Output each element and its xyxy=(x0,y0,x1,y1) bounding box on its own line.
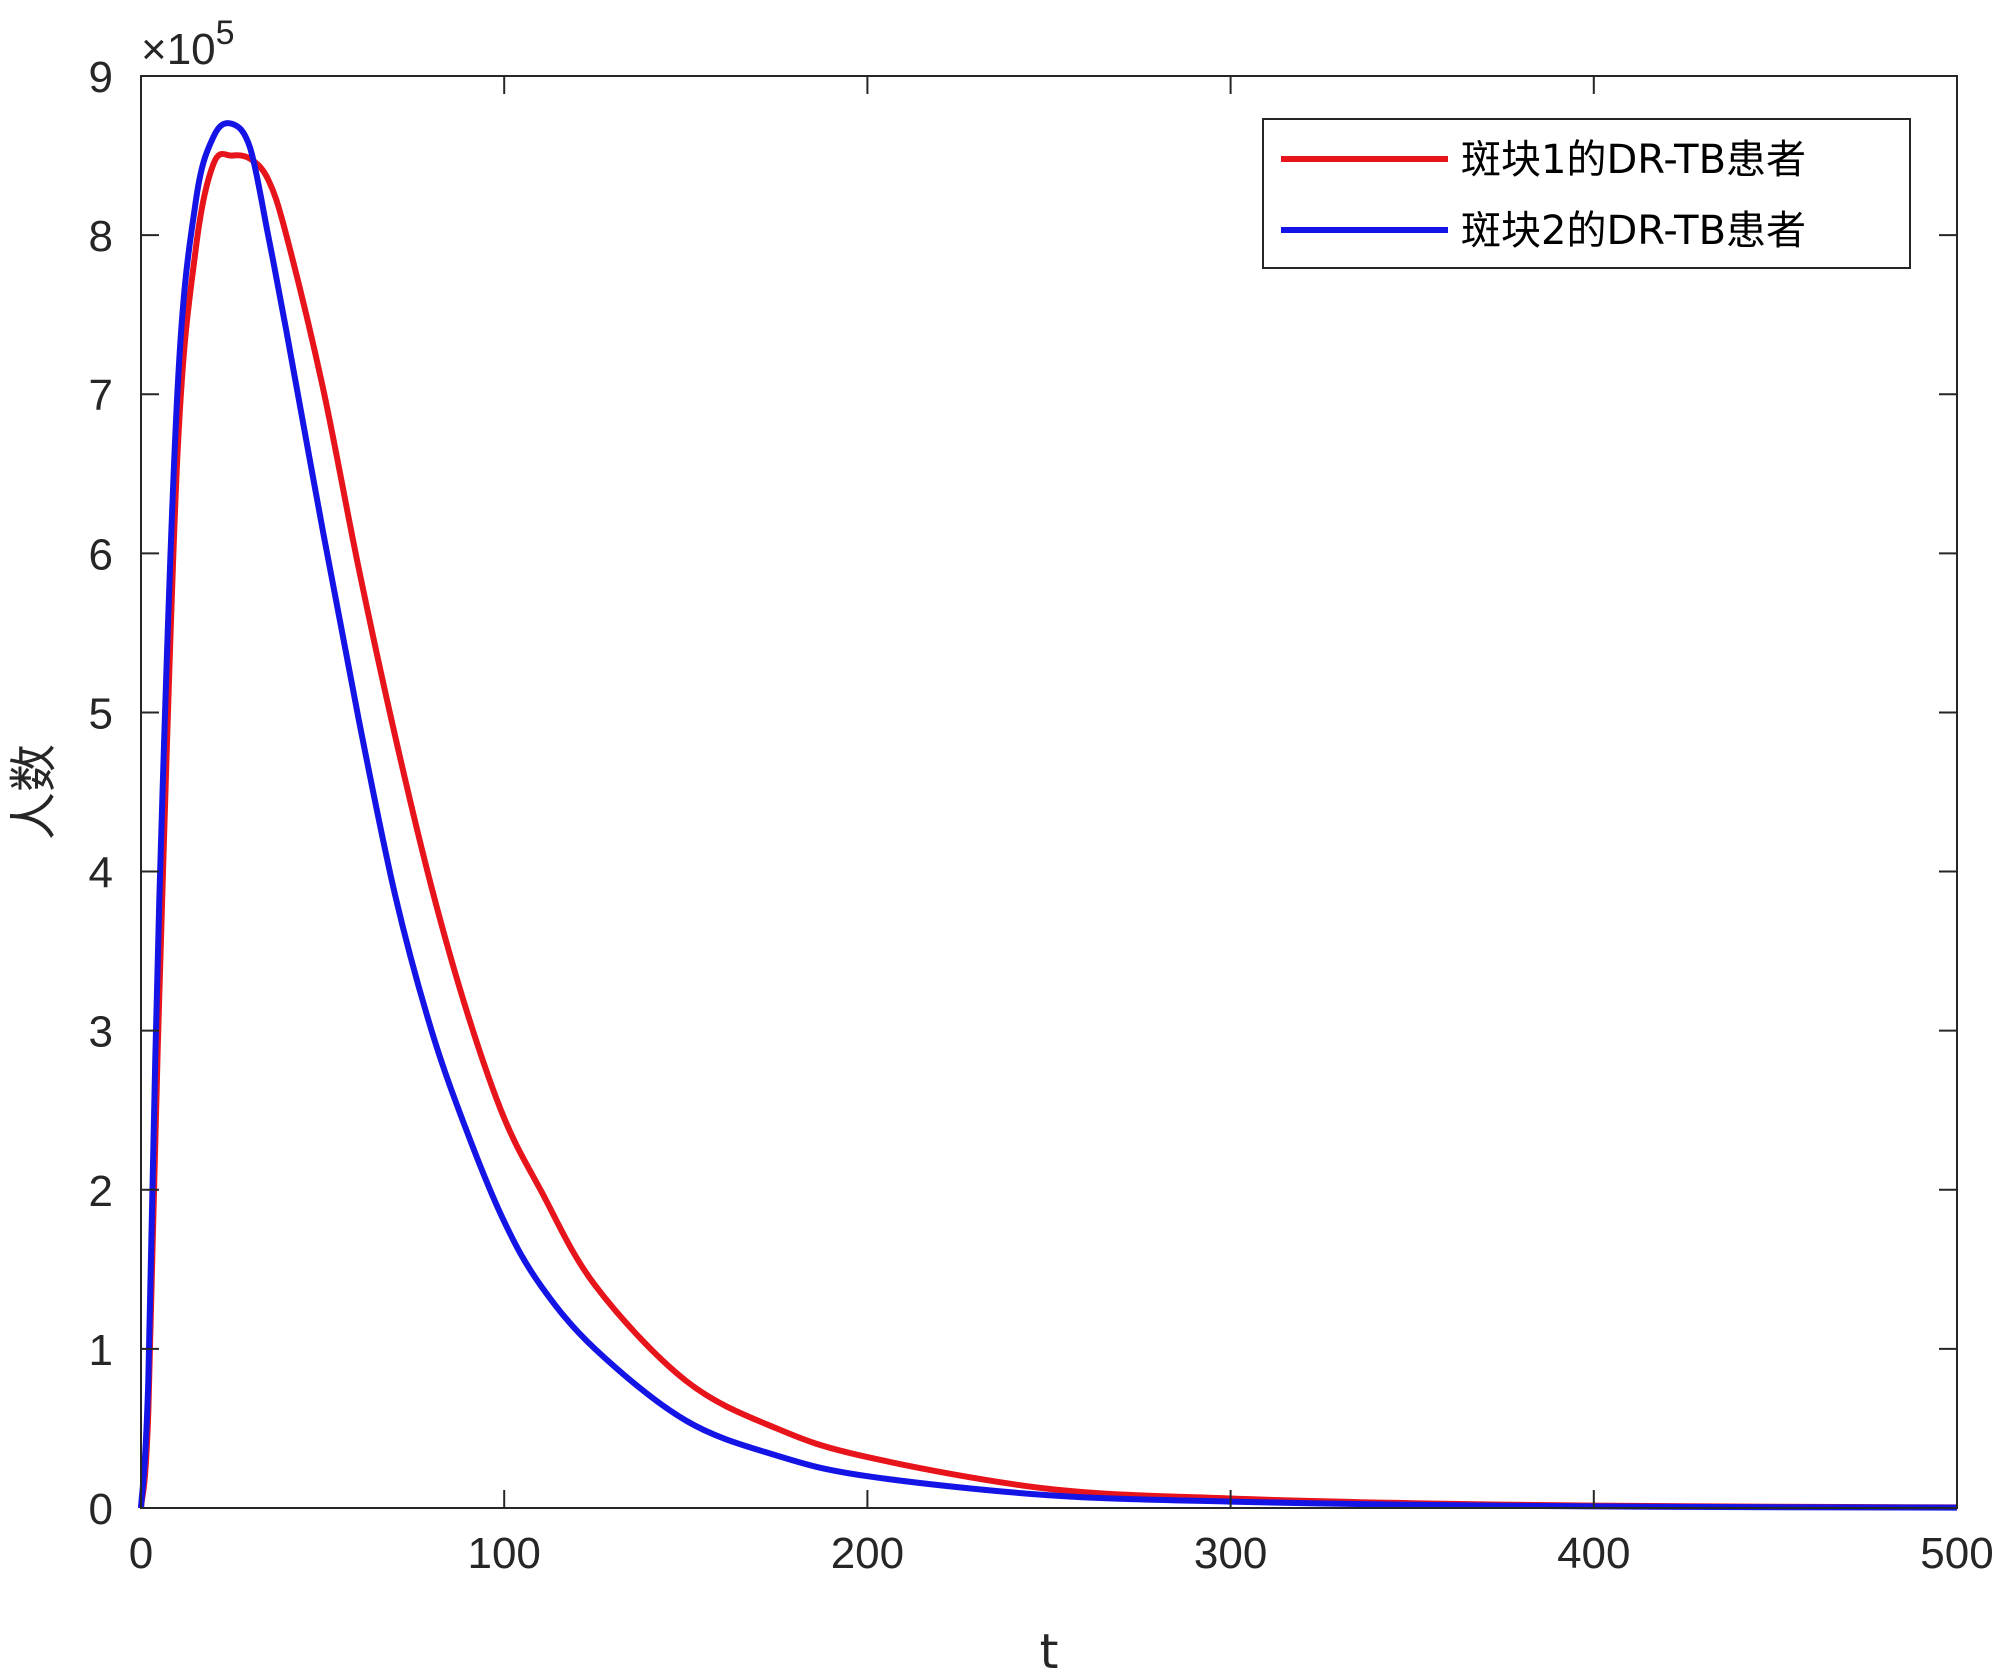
y-tick-label: 4 xyxy=(89,849,113,898)
x-tick-label: 300 xyxy=(1194,1529,1267,1578)
y-exponent-base: ×10 xyxy=(141,25,216,74)
x-tick-label: 100 xyxy=(467,1529,540,1578)
x-tick-label: 400 xyxy=(1557,1529,1630,1578)
y-tick-label: 9 xyxy=(89,53,113,102)
ticks-layer: 0 100 200 300 400 500 0 1 2 3 4 5 6 7 8 9 xyxy=(89,53,1994,1578)
y-exponent-label: ×105 xyxy=(141,14,235,74)
legend-label-series-2: 斑块2的DR-TB患者 xyxy=(1461,208,1806,254)
y-tick-label: 2 xyxy=(89,1167,113,1216)
x-tick-label: 200 xyxy=(831,1529,904,1578)
legend-box xyxy=(1262,118,1911,269)
y-tick-label: 0 xyxy=(89,1485,113,1534)
y-tick-label: 1 xyxy=(89,1326,113,1375)
y-tick-label: 6 xyxy=(89,530,113,579)
y-tick-label: 5 xyxy=(89,689,113,738)
y-exponent-power: 5 xyxy=(216,14,235,52)
x-axis-label: t xyxy=(1040,1624,1059,1674)
y-tick-label: 3 xyxy=(89,1008,113,1057)
axes-frame xyxy=(140,75,1958,1509)
x-tick-label: 500 xyxy=(1920,1529,1993,1578)
y-axis-label: 人数 xyxy=(6,744,62,840)
legend-label-series-1: 斑块1的DR-TB患者 xyxy=(1461,137,1806,183)
y-tick-label: 7 xyxy=(89,371,113,420)
y-tick-label: 8 xyxy=(89,212,113,261)
x-tick-label: 0 xyxy=(129,1529,153,1578)
legend: 斑块1的DR-TB患者 斑块2的DR-TB患者 xyxy=(1262,118,1911,269)
